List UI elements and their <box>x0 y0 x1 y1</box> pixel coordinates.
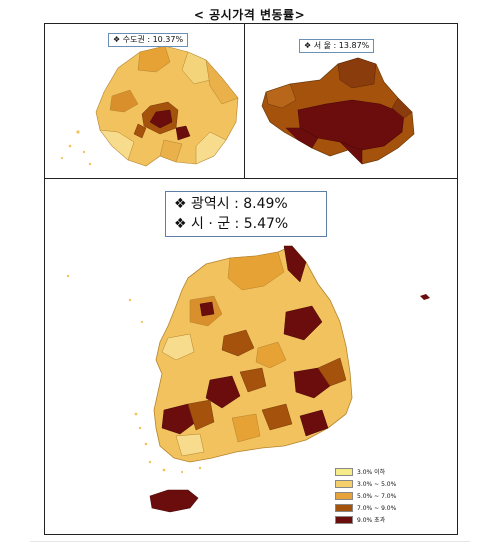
metro-cities-label: ❖ 광역시 : 8.49% <box>174 196 288 212</box>
legend-text-4: 7.0% ~ 9.0% <box>357 505 397 512</box>
horizontal-divider <box>44 178 458 179</box>
legend: 3.0% 이하 3.0% ~ 5.0% 5.0% ~ 7.0% 7.0% ~ 9… <box>335 467 425 527</box>
summary-box: ❖ 광역시 : 8.49% ❖ 시 · 군 : 5.47% <box>165 191 327 237</box>
legend-swatch-5 <box>335 516 353 524</box>
seoul-label: ❖ 서 울 : 13.87% <box>299 39 375 53</box>
legend-swatch-4 <box>335 504 353 512</box>
legend-text-5: 9.0% 초과 <box>357 517 386 524</box>
legend-row-4: 7.0% ~ 9.0% <box>335 503 425 514</box>
capital-region-map <box>60 45 239 167</box>
legend-text-3: 5.0% ~ 7.0% <box>357 493 397 500</box>
vertical-divider <box>244 23 245 178</box>
seoul-map <box>261 57 415 165</box>
capital-region-label: ❖ 수도권 : 10.37% <box>108 33 189 47</box>
legend-swatch-2 <box>335 480 353 488</box>
legend-text-1: 3.0% 이하 <box>357 469 386 476</box>
bottom-rule <box>30 541 470 542</box>
legend-swatch-3 <box>335 492 353 500</box>
legend-text-2: 3.0% ~ 5.0% <box>357 481 397 488</box>
figure-frame <box>44 23 458 535</box>
legend-swatch-1 <box>335 468 353 476</box>
legend-row-1: 3.0% 이하 <box>335 467 425 478</box>
korea-map <box>66 245 430 513</box>
legend-row-3: 5.0% ~ 7.0% <box>335 491 425 502</box>
legend-row-5: 9.0% 초과 <box>335 515 425 526</box>
cities-counties-label: ❖ 시 · 군 : 5.47% <box>174 216 289 232</box>
page-title: < 공시가격 변동률> <box>193 8 306 22</box>
legend-row-2: 3.0% ~ 5.0% <box>335 479 425 490</box>
